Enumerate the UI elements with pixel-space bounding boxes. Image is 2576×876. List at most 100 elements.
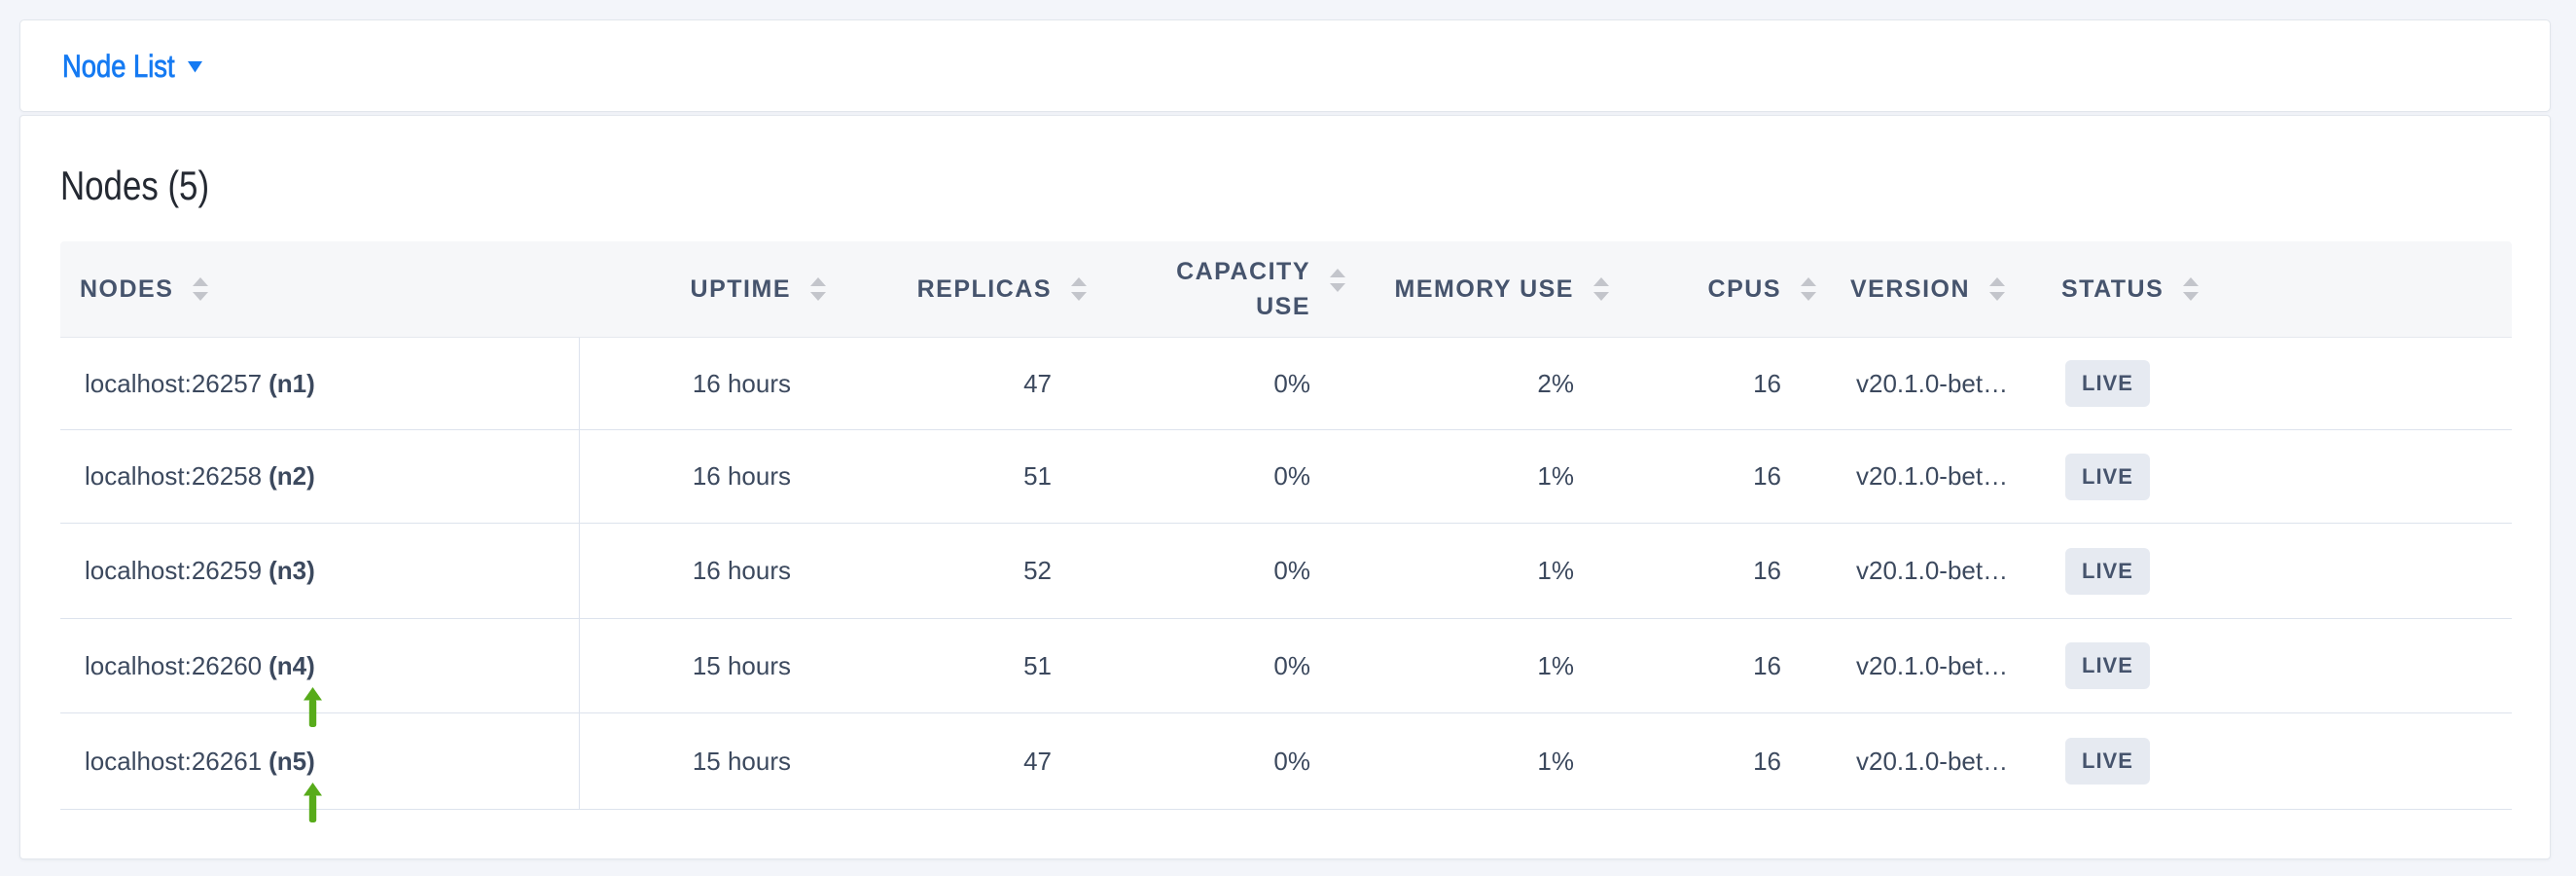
cell-version: v20.1.0-bet… [1846,713,2043,809]
cell-replicas: 51 [856,430,1117,523]
cell-cpus: 16 [1639,430,1846,523]
cell-replicas: 47 [856,338,1117,429]
cell-capacity-use: 0% [1117,713,1376,809]
sort-icon [1593,277,1609,301]
uptime-value: 16 hours [692,556,791,585]
cell-version: v20.1.0-bet… [1846,619,2043,712]
cell-cpus: 16 [1639,619,1846,712]
cell-node-address[interactable]: localhost:26257 (n1) [60,338,580,429]
column-header-capacity[interactable]: CAPACITY USE [1117,241,1376,337]
version-value: v20.1.0-bet… [1856,746,2009,776]
sort-icon [193,277,209,301]
memory-use-value: 1% [1537,556,1574,585]
cell-uptime: 16 hours [580,524,856,618]
cell-node-address[interactable]: localhost:26261 (n5) [60,713,580,809]
cell-capacity-use: 0% [1117,524,1376,618]
cell-uptime: 15 hours [580,713,856,809]
cell-status: LIVE [2043,524,2512,618]
cell-node-address[interactable]: localhost:26258 (n2) [60,430,580,523]
column-header-cpus[interactable]: CPUS [1639,241,1846,337]
cpus-value: 16 [1753,650,1781,680]
sort-icon [1801,277,1816,301]
column-header-label: UPTIME [690,274,791,303]
table-row-n1[interactable]: localhost:26257 (n1) 16 hours 47 0% 2% 16 v20.1… [60,338,2512,430]
uptime-value: 16 hours [692,461,791,491]
version-value: v20.1.0-bet… [1856,556,2009,585]
status-badge: LIVE [2065,642,2150,689]
version-value: v20.1.0-bet… [1856,461,2009,491]
replicas-value: 51 [1023,650,1052,680]
cell-memory-use: 1% [1376,430,1639,523]
node-id: (n2) [268,461,315,491]
cell-status: LIVE [2043,619,2512,712]
cell-capacity-use: 0% [1117,338,1376,429]
cell-version: v20.1.0-bet… [1846,430,2043,523]
sort-icon [810,277,826,301]
table-row-n5[interactable]: localhost:26261 (n5) 15 hours 47 0% 1% 16 v20.1… [60,713,2512,810]
capacity-use-value: 0% [1273,650,1310,680]
view-select-dropdown[interactable]: Node List [62,48,203,84]
column-header-label: NODES [80,274,174,303]
capacity-use-value: 0% [1273,368,1310,398]
table-body: localhost:26257 (n1) 16 hours 47 0% 2% 16 v20.1… [60,338,2512,810]
status-badge: LIVE [2065,360,2150,407]
cell-uptime: 15 hours [580,619,856,712]
node-id: (n5) [268,746,315,776]
column-header-label: MEMORY USE [1394,274,1574,303]
status-badge: LIVE [2065,453,2150,500]
cell-node-address[interactable]: localhost:26259 (n3) [60,524,580,618]
cell-capacity-use: 0% [1117,430,1376,523]
cpus-value: 16 [1753,556,1781,585]
node-id: (n3) [268,556,315,585]
table-header-row: NODES UPTIME REPLICAS CAPACITY USE MEMORY US… [60,241,2512,338]
version-value: v20.1.0-bet… [1856,368,2009,398]
nodes-table: NODES UPTIME REPLICAS CAPACITY USE MEMORY US… [60,241,2512,810]
cell-memory-use: 1% [1376,619,1639,712]
column-header-label: REPLICAS [916,274,1052,303]
memory-use-value: 2% [1537,368,1574,398]
column-header-nodes[interactable]: NODES [60,241,580,337]
column-header-replicas[interactable]: REPLICAS [856,241,1117,337]
cell-cpus: 16 [1639,524,1846,618]
cell-replicas: 47 [856,713,1117,809]
replicas-value: 51 [1023,461,1052,491]
column-header-memory[interactable]: MEMORY USE [1376,241,1639,337]
sort-icon [1989,277,2006,301]
sort-icon [1330,269,1345,292]
table-row-n4[interactable]: localhost:26260 (n4) 15 hours 51 0% 1% 16 v20.1… [60,619,2512,713]
cell-status: LIVE [2043,338,2512,429]
cell-uptime: 16 hours [580,430,856,523]
node-address: localhost:26261 [85,746,263,776]
column-header-label: CPUS [1707,274,1781,303]
column-header-label: VERSION [1850,274,1971,303]
table-row-n2[interactable]: localhost:26258 (n2) 16 hours 51 0% 1% 16 v20.1… [60,430,2512,524]
column-header-version[interactable]: VERSION [1846,241,2043,337]
version-value: v20.1.0-bet… [1856,650,2009,680]
page-title: Nodes (5) [60,163,210,208]
replicas-value: 52 [1023,556,1052,585]
table-row-n3[interactable]: localhost:26259 (n3) 16 hours 52 0% 1% 16 v20.1… [60,524,2512,619]
capacity-use-value: 0% [1273,556,1310,585]
cell-capacity-use: 0% [1117,619,1376,712]
cell-status: LIVE [2043,430,2512,523]
uptime-value: 16 hours [692,368,791,398]
cell-replicas: 52 [856,524,1117,618]
cell-cpus: 16 [1639,338,1846,429]
cell-memory-use: 2% [1376,338,1639,429]
capacity-use-value: 0% [1273,746,1310,776]
uptime-value: 15 hours [692,650,791,680]
column-header-label: CAPACITY USE [1176,258,1310,320]
cell-node-address[interactable]: localhost:26260 (n4) [60,619,580,712]
uptime-value: 15 hours [692,746,791,776]
view-select-label: Node List [62,48,175,84]
node-address: localhost:26260 [85,650,263,680]
cell-replicas: 51 [856,619,1117,712]
cell-status: LIVE [2043,713,2512,809]
cell-uptime: 16 hours [580,338,856,429]
cpus-value: 16 [1753,746,1781,776]
caret-down-icon [188,61,203,73]
column-header-uptime[interactable]: UPTIME [580,241,856,337]
column-header-status[interactable]: STATUS [2043,241,2512,337]
cpus-value: 16 [1753,461,1781,491]
status-badge: LIVE [2065,547,2150,595]
